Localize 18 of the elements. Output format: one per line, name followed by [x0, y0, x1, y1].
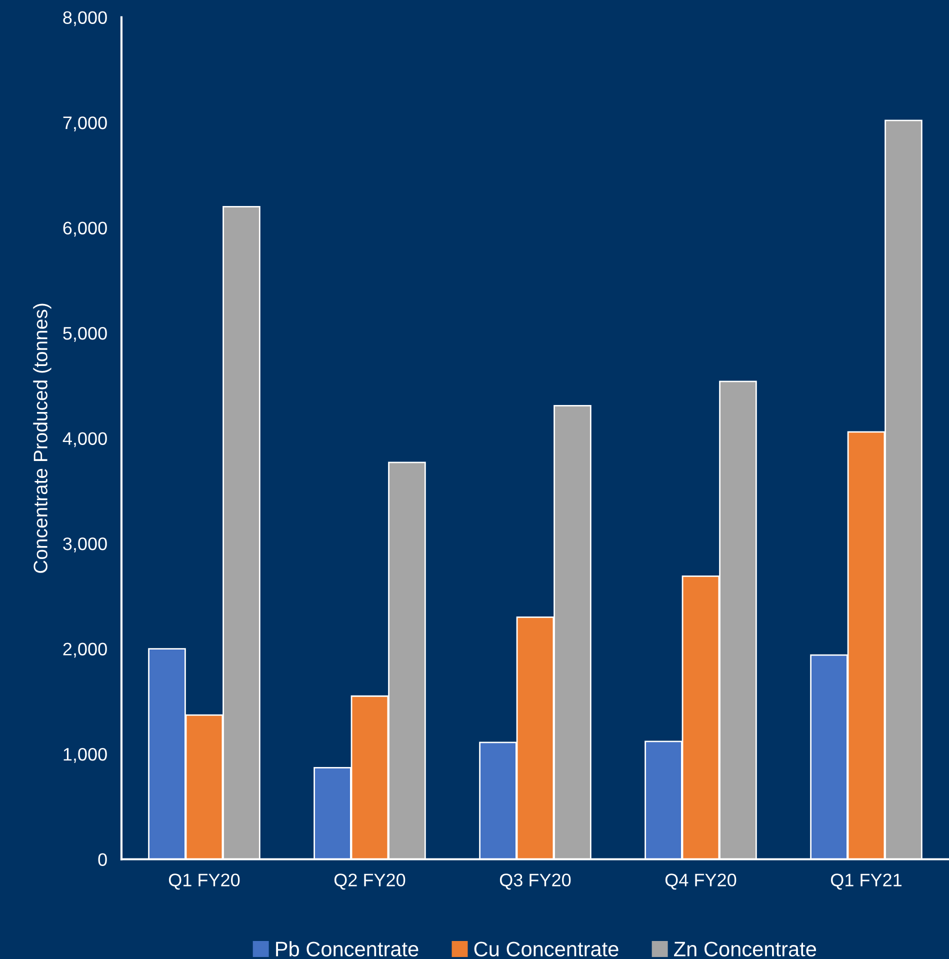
legend-label: Zn Concentrate: [674, 942, 816, 956]
y-tick-label: 6,000: [63, 222, 107, 237]
y-tick-label: 0: [98, 853, 107, 866]
legend-label: Pb Concentrate: [276, 941, 418, 956]
y-tick-label: 8,000: [63, 11, 107, 26]
y-tick-label: 4,000: [62, 432, 107, 448]
y-axis-title: Concentrate Produced (tonnes): [33, 304, 52, 573]
x-tick-label: Q2 FY20: [334, 874, 406, 890]
x-tick-label: Q1 FY20: [168, 874, 240, 890]
x-tick-label: Q3 FY20: [500, 874, 571, 890]
x-tick-label: Q4 FY20: [665, 874, 736, 890]
y-tick-label: 7,000: [63, 116, 107, 132]
x-tick-label: Q1 FY21: [830, 874, 902, 890]
y-tick-label: 1,000: [64, 748, 107, 763]
y-tick-label: 2,000: [63, 642, 107, 658]
legend-label: Cu Concentrate: [474, 942, 618, 956]
y-tick-label: 3,000: [63, 537, 107, 552]
y-tick-label: 5,000: [63, 326, 107, 342]
